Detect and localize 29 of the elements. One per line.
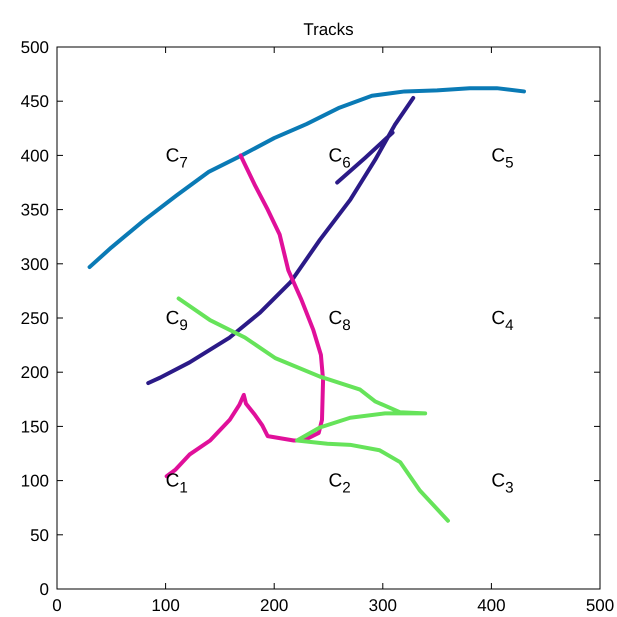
x-tick-label: 200 <box>260 596 288 615</box>
y-tick-label: 0 <box>40 580 49 599</box>
y-tick-label: 500 <box>20 38 49 57</box>
y-tick-label: 100 <box>20 472 49 491</box>
y-tick-label: 350 <box>20 200 49 220</box>
annotation: C$_{4}$ <box>491 308 514 334</box>
y-tick-label: 150 <box>20 417 49 436</box>
x-tick-label: 100 <box>151 596 180 615</box>
y-tick-label: 250 <box>20 308 49 328</box>
annotation: C$_{9}$ <box>166 308 188 334</box>
y-tick-label: 300 <box>20 254 49 274</box>
annotation: C$_{1}$ <box>166 470 188 497</box>
annotation: C$_{7}$ <box>166 145 188 172</box>
annotation: C$_{2}$ <box>328 470 351 497</box>
line-series <box>176 296 450 523</box>
annotation: C$_{3}$ <box>491 470 514 497</box>
x-tick-label: 0 <box>52 596 62 615</box>
x-tick-label: 300 <box>368 596 397 615</box>
chart-title: Tracks <box>303 20 354 39</box>
line-series <box>88 86 526 270</box>
annotation: C$_{8}$ <box>328 308 351 334</box>
y-tick-label: 450 <box>20 92 49 112</box>
y-tick-label: 50 <box>30 526 49 545</box>
x-tick-label: 500 <box>586 596 614 615</box>
y-tick-label: 400 <box>20 146 49 166</box>
annotation: C$_{6}$ <box>328 145 351 172</box>
x-tick-label: 400 <box>477 596 506 615</box>
y-tick-label: 200 <box>20 363 49 382</box>
annotation: C$_{5}$ <box>491 145 514 172</box>
